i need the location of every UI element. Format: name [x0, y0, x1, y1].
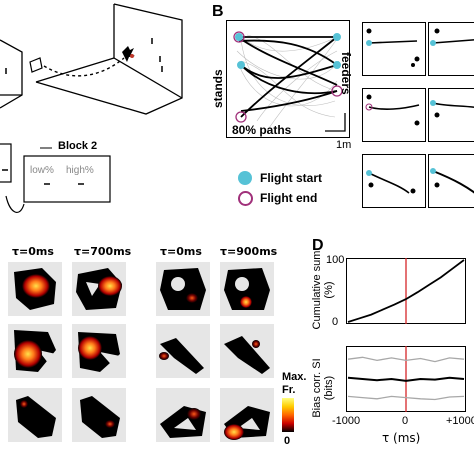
- feeders-label: feeders: [339, 52, 353, 95]
- heatmap-r1-c3: [156, 262, 210, 316]
- block2-box: [23, 155, 111, 203]
- si-series-0: [347, 356, 465, 363]
- heatmap-r2-c3: [156, 324, 210, 378]
- bat-icon: [122, 46, 135, 62]
- colorbar: [282, 398, 294, 432]
- stand-perch: [29, 57, 43, 73]
- legend-label: Flight end: [260, 191, 318, 205]
- chart2-xtick-mid: 0: [402, 415, 409, 427]
- chart2-xlabel: τ (ms): [382, 431, 421, 445]
- target-dot: [130, 54, 134, 58]
- heatmap-r3-c1: [8, 388, 62, 442]
- si-series-1: [347, 376, 465, 382]
- scale-bar: [325, 113, 346, 132]
- flight-end-markers: [233, 31, 343, 123]
- thick-paths: [238, 36, 338, 118]
- heatmap-r2-c1: [8, 324, 62, 378]
- heatmap-r1-c4: [220, 262, 274, 316]
- cluster-panel-5: [362, 154, 426, 208]
- col-header-tau-900: τ=900ms: [220, 245, 278, 258]
- heatmap-r3-c2: [72, 388, 126, 442]
- colorbar-max-label: Max.: [282, 371, 307, 383]
- cumulative-sum-chart: [346, 258, 466, 324]
- bias-corr-si-chart: [346, 346, 466, 412]
- panel-a-sketch: [0, 3, 183, 213]
- flight-path-arc: [43, 57, 125, 77]
- col-header-tau-0-right: τ=0ms: [160, 245, 202, 258]
- si-series-2: [347, 395, 465, 401]
- flight-paths-plot: [233, 31, 346, 132]
- colorbar-unit-label: Fr.: [282, 384, 296, 396]
- heatmap-r1-c1: [8, 262, 62, 316]
- heatmap-r1-c2: [72, 262, 126, 316]
- cluster-panel-2: [428, 22, 474, 76]
- stands-label: stands: [211, 69, 225, 108]
- low-label: low%: [30, 165, 54, 176]
- heatmap-r2-c4: [220, 324, 274, 378]
- flight-paths-box: [226, 20, 350, 138]
- panel-letter-d: D: [312, 237, 324, 254]
- chart1-ytick-top: 100: [326, 254, 345, 266]
- flight-start-markers: [235, 33, 341, 69]
- heatmap-r2-c2: [72, 324, 126, 378]
- cluster-panel-4: [428, 88, 474, 142]
- thin-paths: [236, 34, 340, 132]
- flight-end-swatch: [238, 191, 253, 206]
- col-header-tau-700: τ=700ms: [74, 245, 132, 258]
- flight-start-swatch: [238, 171, 252, 185]
- chart1-ytick-bottom: 0: [332, 316, 339, 328]
- block-arrow: [5, 195, 25, 213]
- left-room-outline: [0, 39, 23, 109]
- scale-label: 1m: [336, 139, 352, 151]
- block1-box: [0, 143, 12, 183]
- cluster-panel-1: [362, 22, 426, 76]
- colorbar-min-label: 0: [284, 435, 291, 447]
- chart2-xtick-left: -1000: [332, 415, 361, 427]
- high-label: high%: [66, 165, 94, 176]
- legend-flight-start: Flight start: [238, 170, 348, 186]
- cumsum-series-0: [347, 259, 465, 323]
- cluster-panel-6: [428, 154, 474, 208]
- col-header-tau-0-left: τ=0ms: [12, 245, 54, 258]
- paths-percent-label: 80% paths: [232, 123, 292, 137]
- block2-label: Block 2: [58, 140, 98, 152]
- panel-letter-b: B: [212, 3, 224, 20]
- legend-label: Flight start: [260, 171, 322, 185]
- chart2-xtick-right: +1000: [446, 415, 474, 427]
- legend-flight-end: Flight end: [238, 190, 348, 206]
- main-room-outline: [35, 3, 183, 115]
- heatmap-r3-c3: [156, 388, 210, 442]
- cluster-panel-3: [362, 88, 426, 142]
- heatmap-r3-c4: [220, 388, 274, 442]
